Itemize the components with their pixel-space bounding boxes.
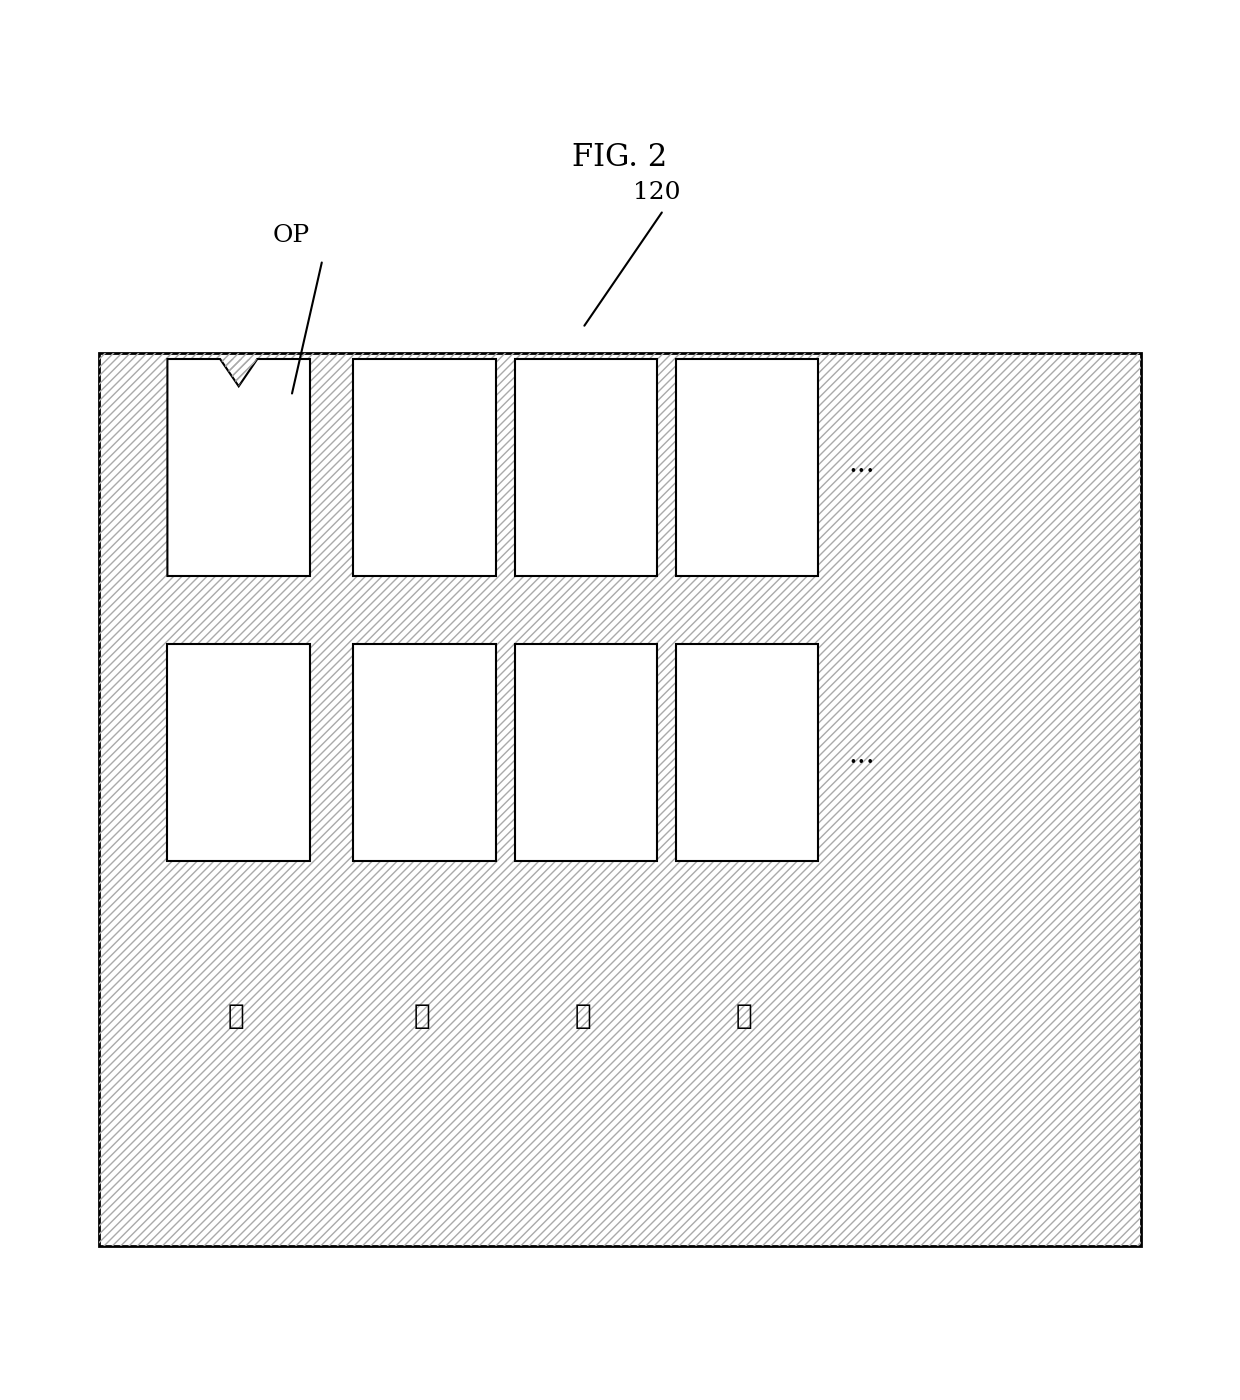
Bar — [515, 358, 657, 575]
Text: FIG. 2: FIG. 2 — [573, 141, 667, 174]
Text: ⋮: ⋮ — [413, 1002, 430, 1029]
Bar — [515, 644, 657, 861]
Bar — [676, 644, 818, 861]
Bar — [676, 358, 818, 575]
Text: 120: 120 — [634, 181, 681, 204]
Bar — [167, 358, 310, 575]
Text: OP: OP — [273, 224, 310, 248]
Bar — [99, 353, 1141, 1246]
Bar — [99, 353, 1141, 1246]
Bar — [353, 644, 496, 861]
Polygon shape — [167, 358, 310, 575]
Text: ⋮: ⋮ — [574, 1002, 591, 1029]
Text: ...: ... — [848, 742, 875, 770]
Bar — [167, 644, 310, 861]
Text: ⋮: ⋮ — [227, 1002, 244, 1029]
Text: ...: ... — [848, 451, 875, 477]
Text: ⋮: ⋮ — [735, 1002, 753, 1029]
Bar — [353, 358, 496, 575]
